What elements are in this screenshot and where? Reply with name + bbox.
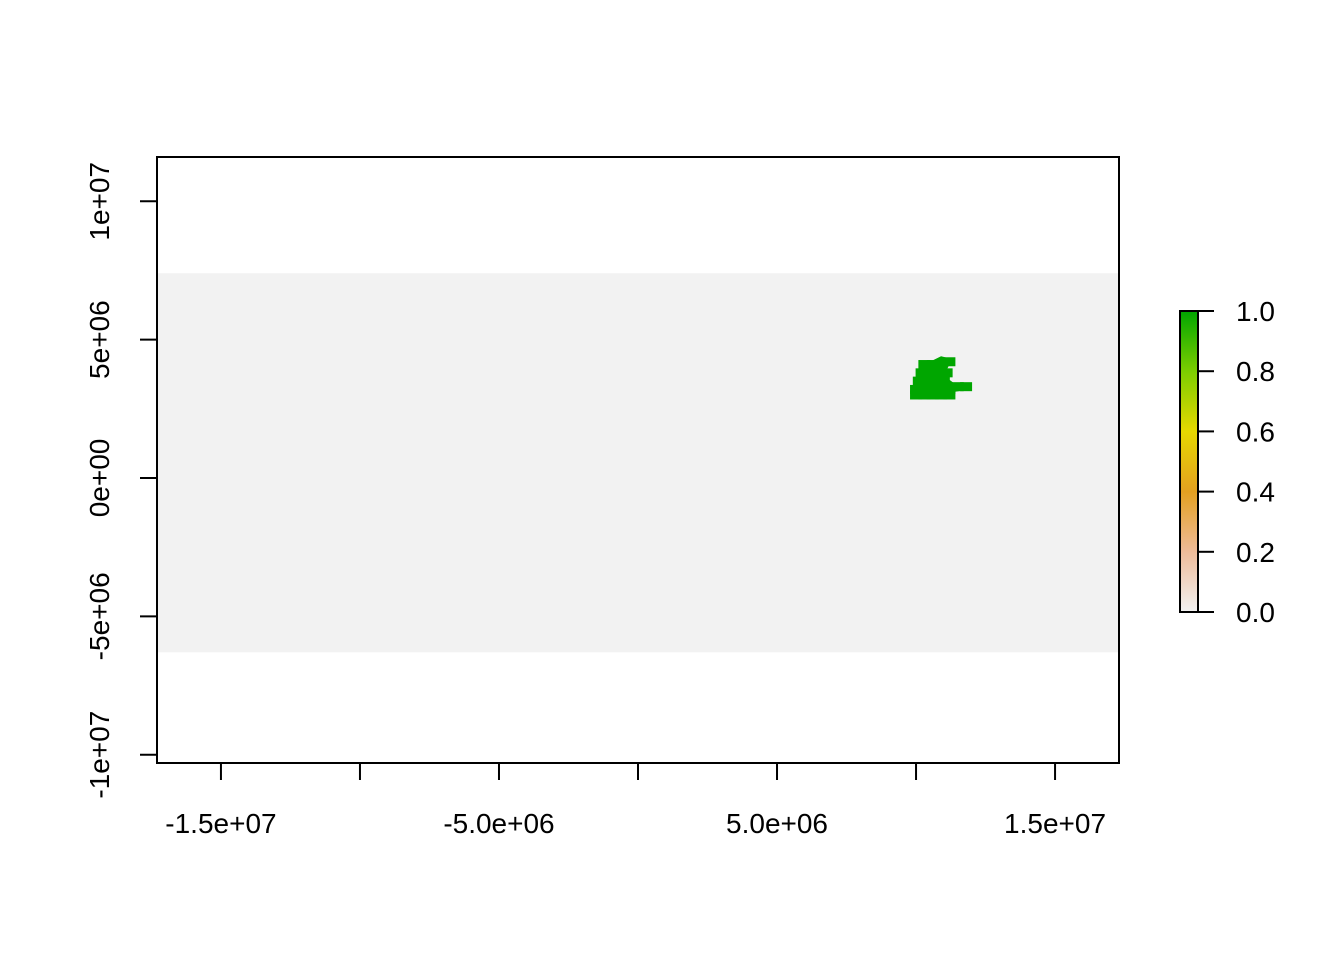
x-tick-label: 5.0e+06 bbox=[726, 808, 828, 839]
legend-tick-label: 0.0 bbox=[1236, 597, 1275, 628]
x-tick-label: 1.5e+07 bbox=[1004, 808, 1106, 839]
y-tick-label: -1e+07 bbox=[84, 711, 115, 799]
legend-tick-label: 1.0 bbox=[1236, 296, 1275, 327]
y-tick-label: 0e+00 bbox=[84, 439, 115, 518]
raster-cell bbox=[940, 368, 953, 378]
y-tick-label: -5e+06 bbox=[84, 572, 115, 660]
present-region bbox=[913, 356, 969, 400]
raster-extent bbox=[157, 273, 1119, 653]
legend-tick-label: 0.6 bbox=[1236, 416, 1275, 447]
legend-tick-label: 0.4 bbox=[1236, 477, 1275, 508]
color-legend: 0.0 0.2 0.4 0.6 0.8 1.0 bbox=[1179, 296, 1275, 628]
x-tick-label: -1.5e+07 bbox=[165, 808, 276, 839]
x-axis: -1.5e+07 -5.0e+06 5.0e+06 1.5e+07 bbox=[165, 763, 1106, 839]
y-axis: -1e+07 -5e+06 0e+00 5e+06 1e+07 bbox=[84, 162, 157, 799]
legend-tick-label: 0.8 bbox=[1236, 356, 1275, 387]
legend-colorbar bbox=[1179, 310, 1199, 613]
legend-tick-label: 0.2 bbox=[1236, 537, 1275, 568]
y-tick-label: 5e+06 bbox=[84, 300, 115, 379]
y-tick-label: 1e+07 bbox=[84, 162, 115, 241]
raster-layer bbox=[157, 273, 1119, 653]
x-tick-label: -5.0e+06 bbox=[443, 808, 554, 839]
